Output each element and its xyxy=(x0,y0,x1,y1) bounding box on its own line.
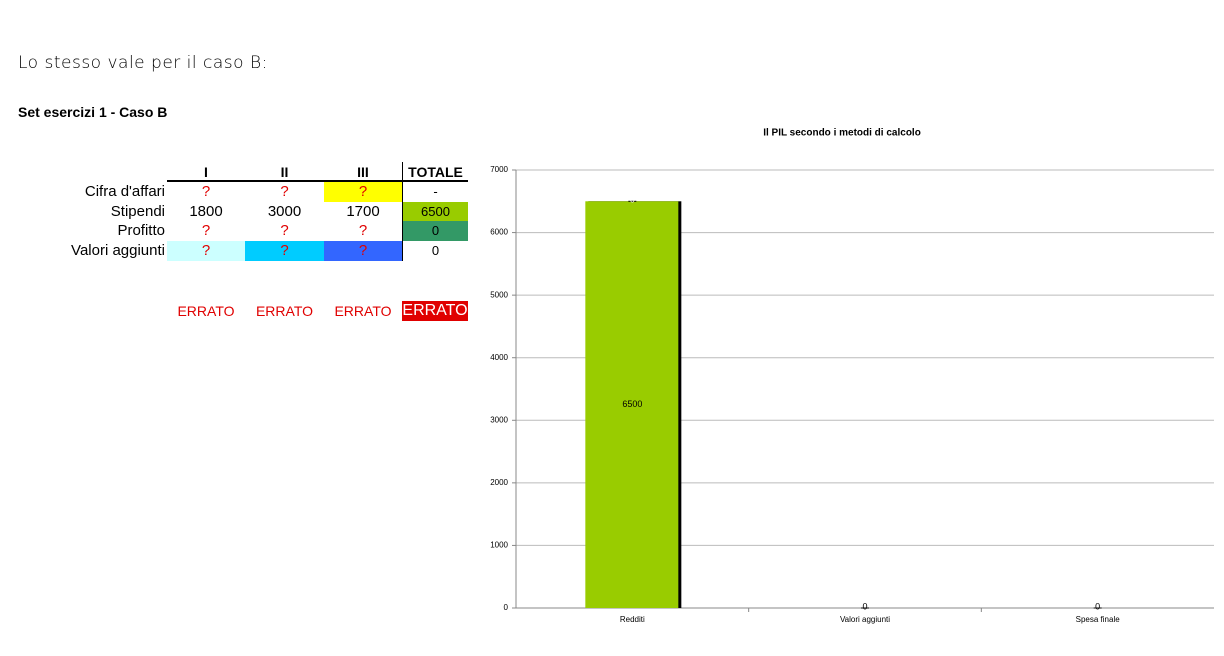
cell: ? xyxy=(201,183,211,200)
cell: 0 xyxy=(402,221,468,241)
verdict: ERRATO xyxy=(177,303,235,319)
cell: 0 xyxy=(402,240,468,261)
x-tick-label: Valori aggiunti xyxy=(840,615,890,624)
cell: ? xyxy=(201,222,211,239)
verdict: ERRATO xyxy=(334,303,392,319)
row-label: Stipendi xyxy=(110,202,165,220)
cell: 1800 xyxy=(189,202,223,220)
bar xyxy=(585,201,679,609)
cell: ? xyxy=(280,183,289,200)
row-label: Profitto xyxy=(117,222,165,239)
cell: ? xyxy=(358,222,368,239)
y-tick-label: 1000 xyxy=(490,541,508,550)
y-tick-label: 3000 xyxy=(490,415,508,424)
y-tick-label: 2000 xyxy=(490,478,508,487)
row-label: Valori aggiunti xyxy=(71,241,165,259)
x-tick-label: Redditi xyxy=(620,615,645,624)
cell: 6500 xyxy=(402,201,468,222)
cell: ? xyxy=(324,240,402,261)
y-tick-label: 7000 xyxy=(490,165,508,174)
cell: ? xyxy=(167,240,245,261)
cell: ? xyxy=(245,240,324,261)
data-label: 0 xyxy=(862,601,867,611)
y-tick-label: 5000 xyxy=(490,290,508,299)
intro: Lo stesso vale per il caso B: xyxy=(18,53,268,73)
chart-title: Il PIL secondo i metodi di calcolo xyxy=(763,128,921,139)
x-tick-label: Spesa finale xyxy=(1076,615,1121,624)
heading: Set esercizi 1 - Caso B xyxy=(18,104,168,120)
column-header: II xyxy=(245,162,324,182)
cell: 1700 xyxy=(346,202,380,220)
y-tick-label: 4000 xyxy=(490,353,508,362)
cell: ? xyxy=(280,222,289,239)
column-header: I xyxy=(167,162,245,182)
column-header: III xyxy=(324,162,402,182)
row-label: Cifra d'affari xyxy=(84,183,165,200)
cell: 3000 xyxy=(267,202,302,220)
verdict: ERRATO xyxy=(402,301,468,321)
y-tick-label: 0 xyxy=(504,603,509,612)
data-label: 6500 xyxy=(622,399,642,409)
data-label: 0 xyxy=(630,195,635,205)
column-header: TOTALE xyxy=(402,162,468,182)
cell: - xyxy=(402,182,468,202)
verdict: ERRATO xyxy=(255,303,314,319)
data-label: 0 xyxy=(1095,601,1100,611)
cell: ? xyxy=(324,182,402,202)
y-tick-label: 6000 xyxy=(490,228,508,237)
